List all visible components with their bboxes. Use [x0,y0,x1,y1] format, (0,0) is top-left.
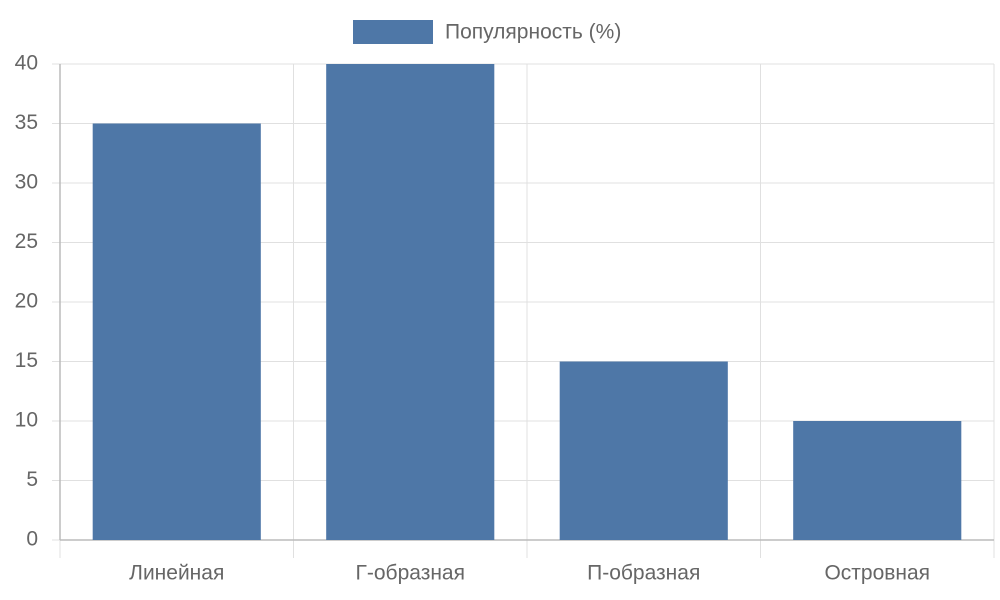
legend-swatch [353,20,433,44]
y-tick-label: 35 [15,111,38,134]
x-tick-label: Линейная [129,562,224,585]
bar [92,123,261,540]
bar [793,421,962,540]
y-tick-label: 20 [15,290,38,313]
y-tick-label: 40 [15,52,38,75]
y-tick-label: 5 [26,468,38,491]
y-tick-label: 0 [26,528,38,551]
bar [326,64,495,540]
x-tick-label: Островная [824,562,930,585]
y-tick-label: 30 [15,171,38,194]
y-tick-label: 25 [15,230,38,253]
y-tick-label: 10 [15,409,38,432]
x-tick-label: П-образная [587,562,700,585]
x-tick-label: Г-образная [356,562,465,585]
legend-label: Популярность (%) [445,21,621,44]
y-tick-label: 15 [15,349,38,372]
bar [559,361,728,540]
